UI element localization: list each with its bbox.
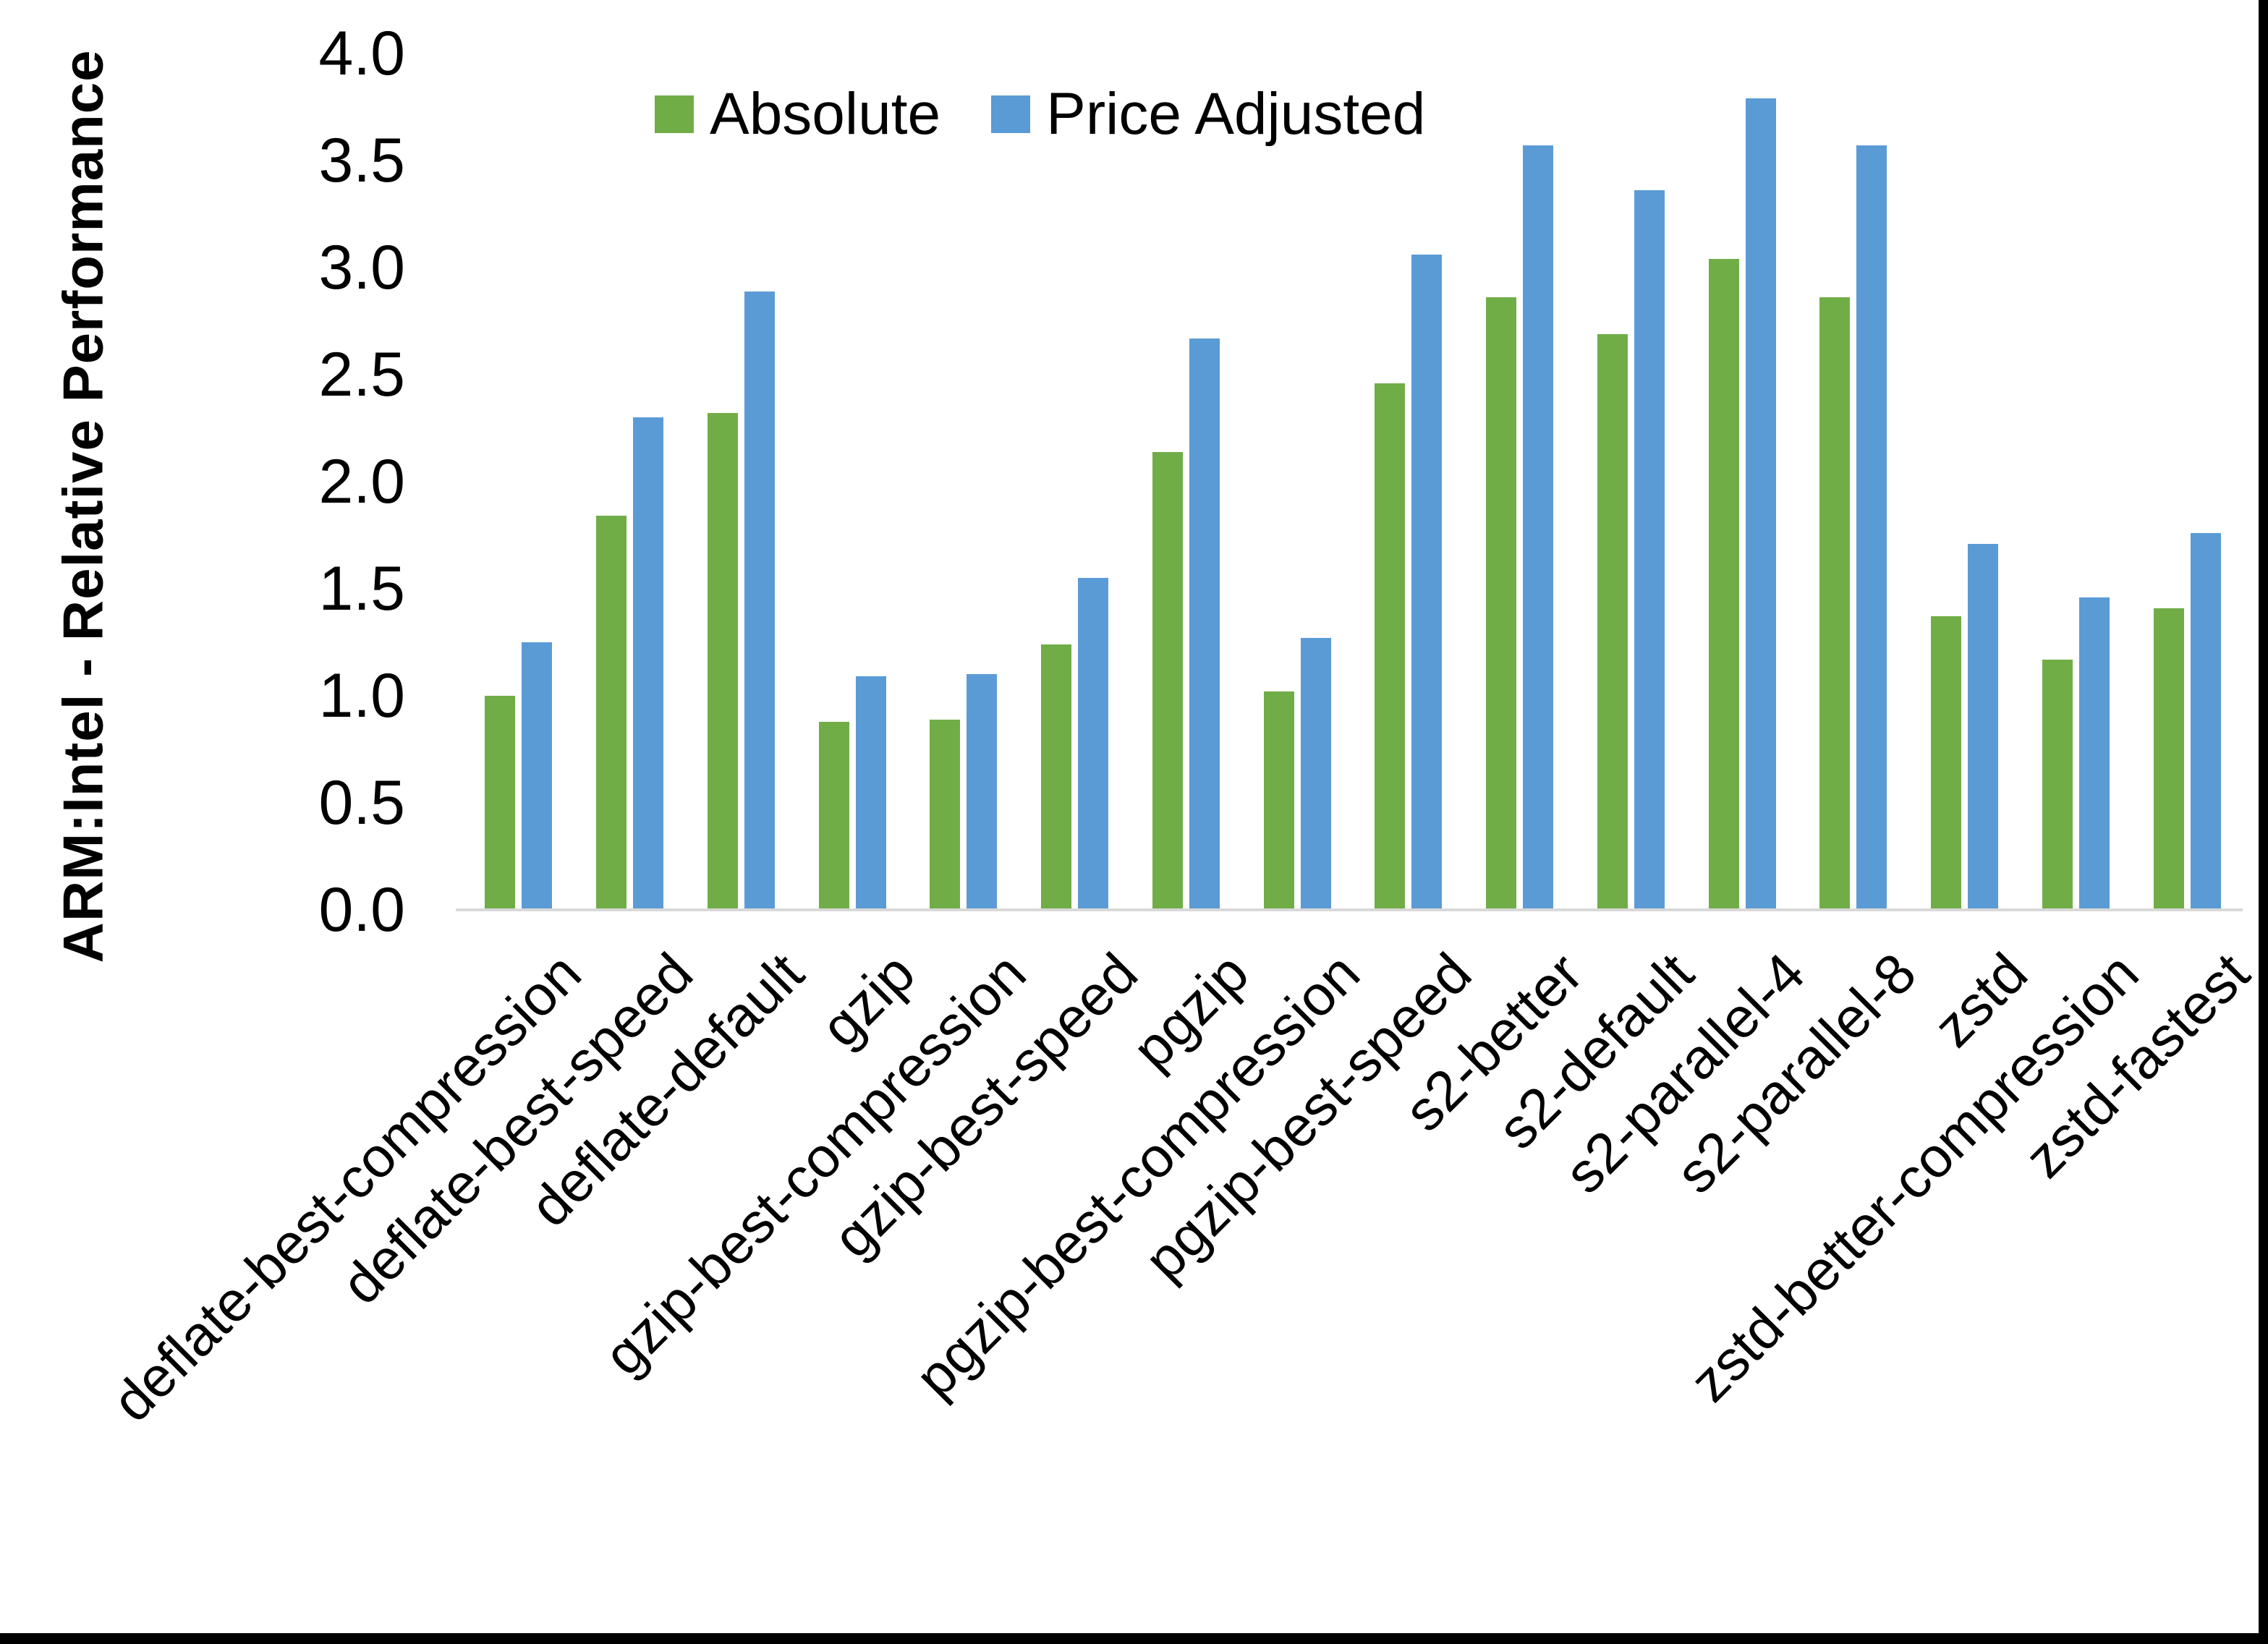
bar-group-zstd-fastest bbox=[2131, 54, 2243, 910]
bar-price-adjusted-pgzip bbox=[1189, 338, 1220, 910]
bar-price-adjusted-gzip-best-compression bbox=[967, 674, 998, 910]
bar-group-s2-better bbox=[1464, 54, 1576, 910]
y-tick-2.5: 2.5 bbox=[318, 340, 405, 409]
bar-group-deflate-best-speed bbox=[574, 54, 686, 910]
legend: Absolute Price Adjusted bbox=[655, 81, 1425, 148]
bar-group-pgzip-best-speed bbox=[1353, 54, 1464, 910]
legend-swatch-price-adjusted bbox=[991, 95, 1031, 133]
bar-group-s2-parallel-4 bbox=[1686, 54, 1798, 910]
x-axis-line bbox=[456, 908, 2243, 911]
bar-price-adjusted-zstd-fastest bbox=[2190, 533, 2221, 910]
y-tick-1.5: 1.5 bbox=[318, 554, 405, 623]
y-tick-0.0: 0.0 bbox=[318, 875, 405, 945]
bar-absolute-s2-default bbox=[1597, 334, 1628, 910]
right-border bbox=[2259, 0, 2268, 1644]
bar-group-deflate-best-compression bbox=[463, 54, 574, 910]
bar-absolute-pgzip-best-speed bbox=[1375, 383, 1406, 910]
bar-price-adjusted-deflate-best-speed bbox=[633, 417, 664, 910]
bar-group-pgzip-best-compression bbox=[1241, 54, 1353, 910]
bar-absolute-gzip-best-compression bbox=[930, 720, 961, 910]
bar-absolute-gzip bbox=[818, 722, 849, 910]
legend-label-price-adjusted: Price Adjusted bbox=[1046, 81, 1426, 147]
bar-group-gzip-best-speed bbox=[1019, 54, 1131, 910]
bar-price-adjusted-gzip-best-speed bbox=[1078, 578, 1109, 910]
plot-area bbox=[463, 54, 2243, 910]
bar-price-adjusted-s2-better bbox=[1523, 145, 1554, 910]
y-tick-2.0: 2.0 bbox=[318, 447, 405, 516]
bar-group-gzip bbox=[797, 54, 908, 910]
bar-price-adjusted-s2-parallel-8 bbox=[1856, 145, 1887, 910]
bar-absolute-deflate-best-compression bbox=[485, 696, 516, 910]
bar-group-zstd-better-compression bbox=[2021, 54, 2132, 910]
bar-group-s2-default bbox=[1576, 54, 1687, 910]
y-axis-title: ARM:Intel - Relative Performance bbox=[51, 49, 115, 963]
bar-absolute-pgzip-best-compression bbox=[1263, 691, 1294, 910]
legend-swatch-absolute bbox=[655, 95, 694, 133]
bar-group-s2-parallel-8 bbox=[1798, 54, 1909, 910]
y-tick-1.0: 1.0 bbox=[318, 661, 405, 731]
bar-absolute-zstd-better-compression bbox=[2042, 660, 2073, 910]
legend-item-absolute: Absolute bbox=[655, 80, 940, 148]
bar-price-adjusted-pgzip-best-speed bbox=[1411, 255, 1443, 910]
y-tick-0.5: 0.5 bbox=[318, 768, 405, 838]
bar-price-adjusted-gzip bbox=[855, 676, 886, 910]
x-axis-labels: deflate-best-compression deflate-best-spe… bbox=[0, 940, 2268, 1555]
bar-price-adjusted-zstd-better-compression bbox=[2078, 597, 2110, 910]
bar-absolute-s2-better bbox=[1486, 297, 1517, 910]
y-tick-3.5: 3.5 bbox=[318, 126, 405, 195]
bar-absolute-zstd-fastest bbox=[2153, 608, 2184, 910]
bar-price-adjusted-pgzip-best-compression bbox=[1300, 638, 1331, 910]
bar-price-adjusted-s2-parallel-4 bbox=[1745, 98, 1776, 910]
bar-price-adjusted-s2-default bbox=[1634, 190, 1665, 910]
bar-group-pgzip bbox=[1131, 54, 1242, 910]
y-tick-3.0: 3.0 bbox=[318, 233, 405, 302]
bar-absolute-pgzip bbox=[1152, 452, 1183, 910]
bar-absolute-gzip-best-speed bbox=[1041, 644, 1072, 910]
bar-absolute-s2-parallel-4 bbox=[1708, 259, 1739, 910]
bar-absolute-deflate-default bbox=[707, 413, 738, 910]
bar-price-adjusted-deflate-default bbox=[744, 291, 775, 910]
bar-price-adjusted-deflate-best-compression bbox=[522, 642, 553, 910]
y-tick-4.0: 4.0 bbox=[318, 19, 405, 88]
legend-label-absolute: Absolute bbox=[710, 81, 941, 147]
bar-group-deflate-default bbox=[686, 54, 797, 910]
bar-absolute-s2-parallel-8 bbox=[1819, 297, 1851, 910]
bar-absolute-zstd bbox=[1931, 616, 1962, 910]
bar-price-adjusted-zstd bbox=[1968, 544, 1999, 910]
bar-absolute-deflate-best-speed bbox=[596, 516, 627, 910]
bottom-border bbox=[0, 1633, 2268, 1644]
bar-group-gzip-best-compression bbox=[908, 54, 1019, 910]
legend-item-price-adjusted: Price Adjusted bbox=[991, 80, 1425, 148]
bar-group-zstd bbox=[1909, 54, 2021, 910]
x-label-deflate-best-compression: deflate-best-compression bbox=[100, 940, 593, 1434]
